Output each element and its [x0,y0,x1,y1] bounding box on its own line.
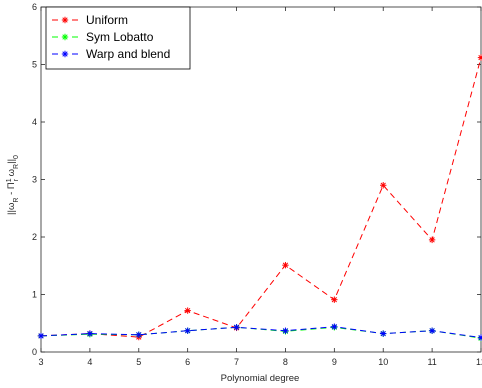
data-point-uniform [380,182,387,189]
legend: Uniform Sym Lobatto Warp and blend [45,6,191,70]
marker-stroke [380,330,386,337]
marker-stroke [282,262,289,268]
series-layer [37,54,482,342]
series-line-warp-and-blend [40,326,482,339]
data-point-warp-and-blend [428,327,436,334]
data-point-warp-and-blend [184,327,191,334]
y-tick-label: 5 [32,60,37,70]
marker-stroke [282,328,289,334]
data-point-warp-and-blend [135,331,142,338]
legend-marker-sym-lobatto [61,33,69,41]
marker-stroke [380,182,386,188]
marker-stroke [136,332,142,338]
marker-stroke [62,51,68,57]
marker-stroke [38,333,44,339]
x-tick-label: 6 [185,357,190,367]
marker-stroke [62,34,68,40]
y-axis-label: ||ωR - Π1r ωR||0 [6,155,20,215]
x-tick-label: 9 [332,357,337,367]
legend-box [45,6,191,70]
data-point-uniform [428,236,436,244]
series-line-uniform [40,57,482,338]
x-tick-label: 8 [283,357,288,367]
marker-stroke [429,328,435,334]
data-point-warp-and-blend [282,327,289,334]
y-tick-label: 1 [32,290,37,300]
y-tick-label: 0 [32,347,37,357]
x-tick-label: 11 [427,357,436,367]
legend-label-warp-and-blend: Warp and blend [86,47,170,61]
legend-marker-uniform [61,16,69,24]
y-tick-label: 4 [32,117,37,127]
data-point-uniform [331,296,338,303]
x-tick-label: 7 [234,357,239,367]
marker-stroke [331,297,337,303]
marker-stroke [185,328,191,334]
legend-label-uniform: Uniform [86,13,128,27]
marker-stroke [429,237,435,243]
data-point-warp-and-blend [331,323,338,330]
marker-stroke [331,324,337,330]
y-tick-label: 3 [32,175,37,185]
legend-label-sym-lobatto: Sym Lobatto [86,30,154,44]
y-tick-label: 2 [32,232,37,242]
data-point-uniform [282,261,289,269]
marker-stroke [233,324,240,330]
marker-stroke [478,55,482,61]
legend-marker-warp-and-blend [61,50,69,58]
x-axis-label: Polynomial degree [221,373,300,384]
x-tick-label: 5 [136,357,141,367]
marker-stroke [478,335,482,341]
data-point-warp-and-blend [233,324,240,331]
data-point-warp-and-blend [380,330,387,337]
y-tick-label: 6 [32,2,37,12]
data-point-uniform [477,54,482,61]
marker-stroke [87,330,93,337]
data-point-uniform [184,307,191,314]
data-point-warp-and-blend [37,332,45,340]
x-tick-label: 12 [476,357,482,367]
x-tick-label: 4 [87,357,92,367]
marker-stroke [185,307,191,314]
x-tick-label: 10 [378,357,388,367]
x-tick-label: 3 [38,357,43,367]
marker-stroke [62,17,68,23]
data-point-warp-and-blend [86,330,94,337]
data-point-warp-and-blend [477,334,482,341]
